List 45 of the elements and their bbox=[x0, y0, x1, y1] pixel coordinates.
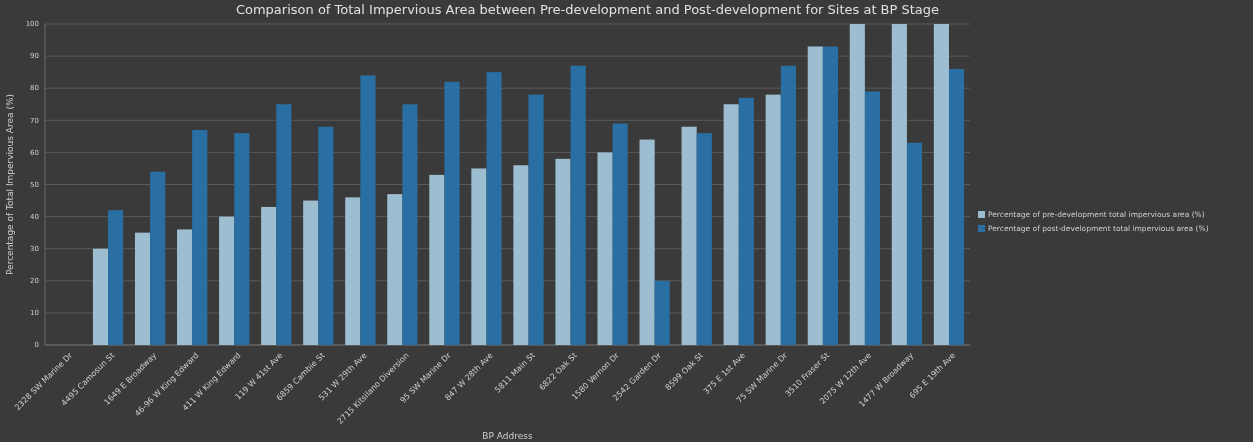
bar bbox=[765, 94, 781, 345]
bar bbox=[555, 158, 571, 345]
x-axis-title: BP Address bbox=[482, 431, 533, 441]
bar bbox=[261, 206, 277, 345]
y-axis-title: Percentage of Total Impervious Area (%) bbox=[5, 93, 15, 276]
bar bbox=[807, 46, 823, 345]
bar bbox=[696, 133, 712, 345]
bar bbox=[906, 142, 923, 345]
bar bbox=[723, 104, 739, 345]
bar bbox=[486, 72, 502, 345]
chart-title: Comparison of Total Impervious Area between Pre-development and Post-development for Sites at BP Stage bbox=[235, 2, 940, 17]
bar bbox=[933, 24, 949, 345]
bar bbox=[849, 24, 865, 345]
bar bbox=[612, 123, 628, 345]
bar bbox=[822, 46, 838, 345]
bar bbox=[891, 24, 907, 345]
bar bbox=[681, 126, 697, 345]
bar bbox=[360, 75, 376, 345]
bar bbox=[177, 229, 193, 345]
bar bbox=[345, 197, 361, 345]
bar bbox=[528, 94, 544, 345]
bar bbox=[192, 129, 208, 345]
bar bbox=[654, 280, 670, 345]
bar bbox=[780, 65, 796, 345]
bar bbox=[234, 133, 250, 345]
bar bbox=[387, 194, 403, 345]
bar bbox=[639, 139, 655, 345]
bar bbox=[108, 210, 124, 345]
bar bbox=[597, 152, 613, 345]
bar bbox=[948, 68, 965, 345]
bar bbox=[570, 65, 586, 345]
bar bbox=[444, 81, 460, 345]
bar bbox=[303, 200, 319, 345]
bar bbox=[864, 91, 881, 345]
bar bbox=[429, 174, 445, 345]
bar bbox=[150, 171, 166, 345]
bar bbox=[276, 104, 292, 345]
bar bbox=[471, 168, 487, 345]
bar bbox=[402, 104, 418, 345]
bar bbox=[134, 232, 151, 345]
bar bbox=[219, 216, 235, 345]
bar bbox=[92, 248, 109, 345]
bar bbox=[318, 126, 334, 345]
bar bbox=[738, 97, 754, 345]
bar bbox=[513, 165, 529, 345]
